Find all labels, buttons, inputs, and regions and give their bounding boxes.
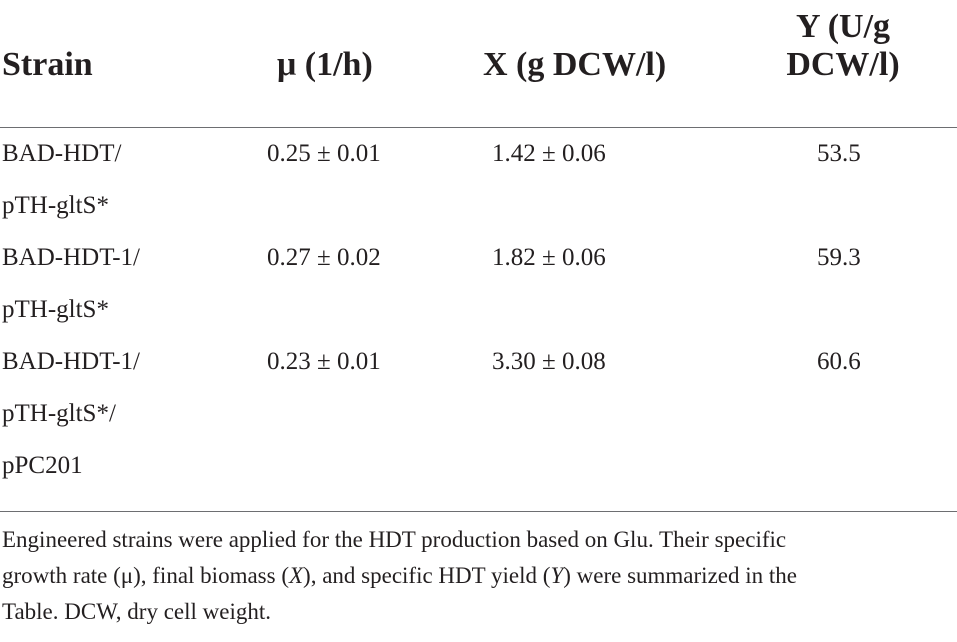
cell-strain: BAD-HDT-1/ pTH-gltS* xyxy=(2,232,222,336)
footnote-line-1: Engineered strains were applied for the … xyxy=(2,522,952,558)
footnote-text: ), and specific HDT yield ( xyxy=(303,563,551,588)
footnote-text: growth rate (μ), final biomass ( xyxy=(2,563,289,588)
cell-y: 59.3 xyxy=(817,244,861,271)
cell-y: 53.5 xyxy=(817,140,861,167)
footnote-text: Engineered strains were applied for the … xyxy=(2,527,787,552)
cell-x: 1.82 ± 0.06 xyxy=(492,244,606,271)
footnote-line-3: Table. DCW, dry cell weight. xyxy=(2,594,952,630)
footnote-text: ) were summarized in the xyxy=(563,563,797,588)
footnote-line-2: growth rate (μ), final biomass (X), and … xyxy=(2,558,952,594)
header-strain: Strain xyxy=(2,46,93,83)
strain-line: pTH-gltS* xyxy=(2,296,109,323)
cell-mu: 0.25 ± 0.01 xyxy=(267,140,381,167)
table-footnote: Engineered strains were applied for the … xyxy=(2,522,952,630)
cell-mu: 0.23 ± 0.01 xyxy=(267,348,381,375)
strain-line: pPC201 xyxy=(2,452,83,479)
strain-line: BAD-HDT-1/ xyxy=(2,244,140,271)
cell-y: 60.6 xyxy=(817,348,861,375)
strain-line: BAD-HDT/ xyxy=(2,140,122,167)
header-y-line1: Y (U/g xyxy=(795,8,891,45)
footnote-text: Table. DCW, dry cell weight. xyxy=(2,599,272,624)
data-table: Strain μ (1/h) X (g DCW/l) Y (U/g DCW/l) xyxy=(0,0,957,128)
header-mu: μ (1/h) xyxy=(277,46,373,83)
strain-line: BAD-HDT-1/ xyxy=(2,348,140,375)
header-y: Y (U/g DCW/l) xyxy=(778,8,908,84)
header-y-line2: DCW/l) xyxy=(786,46,900,83)
strain-line: pTH-gltS* xyxy=(2,192,109,219)
footnote-italic-y: Y xyxy=(550,563,564,588)
cell-strain: BAD-HDT-1/ pTH-gltS*/ pPC201 xyxy=(2,336,222,492)
strain-line: pTH-gltS*/ xyxy=(2,400,116,427)
cell-x: 1.42 ± 0.06 xyxy=(492,140,606,167)
header-x: X (g DCW/l) xyxy=(483,46,667,83)
footnote-italic-x: X xyxy=(288,563,304,588)
cell-strain: BAD-HDT/ pTH-gltS* xyxy=(2,128,222,232)
table-header-row: Strain μ (1/h) X (g DCW/l) Y (U/g DCW/l) xyxy=(0,0,957,128)
table-body: BAD-HDT/ pTH-gltS* 0.25 ± 0.01 1.42 ± 0.… xyxy=(0,128,957,512)
cell-mu: 0.27 ± 0.02 xyxy=(267,244,381,271)
cell-x: 3.30 ± 0.08 xyxy=(492,348,606,375)
